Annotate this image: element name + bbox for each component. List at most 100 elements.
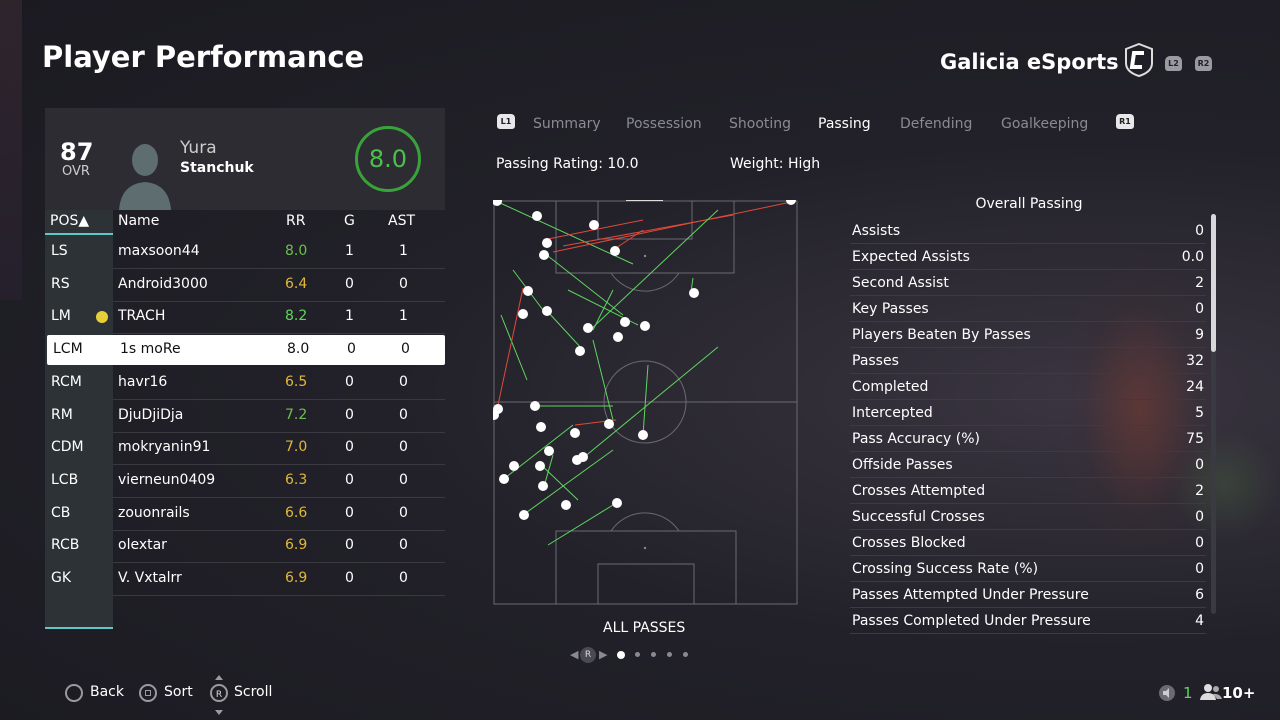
table-row[interactable]: LM TRACH 8.2 1 1 [45,302,445,335]
stat-value: 9 [1195,327,1204,343]
row-assists: 0 [399,537,408,554]
chevron-left-icon[interactable]: ◀ [570,648,579,661]
table-row[interactable]: GK V. Vxtalrr 6.9 0 0 [45,564,445,596]
player-ovr: 87 [60,138,94,166]
row-pos: RM [51,406,73,423]
row-divider [113,431,445,433]
tab-possession[interactable]: Possession [626,116,702,132]
player-first-name: Yura [180,138,217,158]
pass-node [542,238,552,248]
right-stick-icon[interactable]: R [209,675,229,715]
stats-scrollbar-thumb[interactable] [1211,214,1216,352]
tab-passing[interactable]: Passing [818,116,871,132]
stat-label: Completed [852,379,929,395]
r2-button-icon[interactable]: R2 [1195,56,1212,71]
tab-shooting[interactable]: Shooting [729,116,792,132]
tab-summary[interactable]: Summary [533,116,601,132]
header-pos[interactable]: POS▲ [50,213,90,229]
stat-label: Crosses Attempted [852,483,986,499]
scroll-label[interactable]: Scroll [234,684,273,700]
player-ovr-label: OVR [62,164,90,179]
stat-divider [850,347,1206,348]
table-row[interactable]: RS Android3000 6.4 0 0 [45,270,445,302]
tab-goalkeeping[interactable]: Goalkeeping [1001,116,1089,132]
row-goals: 1 [345,243,354,259]
pager-dot[interactable] [667,652,672,657]
table-row[interactable]: RM DjuDjiDja 7.2 0 0 [45,401,445,433]
row-divider [113,268,445,269]
pass-line [537,461,579,501]
chevron-right-icon[interactable]: ▶ [599,648,608,661]
stat-value: 6 [1195,587,1204,603]
table-row[interactable]: CDM mokryanin91 7.0 0 0 [45,433,445,466]
stat-label: Key Passes [852,301,929,317]
stat-label: Crossing Success Rate (%) [852,561,1039,577]
pass-node [519,510,529,520]
table-row[interactable]: RCB olextar 6.9 0 0 [45,531,445,564]
sort-label[interactable]: Sort [164,684,193,700]
stat-row: Completed 24 [850,374,1206,400]
background-green-glow [1170,430,1280,540]
bottom-penalty-box [555,530,737,605]
pager-dot[interactable] [635,652,640,657]
pass-map [493,200,798,605]
header-name[interactable]: Name [118,213,160,229]
table-row[interactable]: CB zouonrails 6.6 0 0 [45,499,445,531]
row-divider [113,300,445,302]
stat-value: 24 [1186,379,1204,395]
stat-row: Crossing Success Rate (%) 0 [850,556,1206,582]
bottom-goal-box [597,563,695,605]
pass-node [689,288,699,298]
tab-defending[interactable]: Defending [900,116,973,132]
row-divider [113,398,445,400]
row-assists: 0 [399,373,408,390]
pass-node [538,481,548,491]
square-button-icon[interactable] [139,684,157,702]
pass-node [536,422,546,432]
voice-count: 1 [1183,684,1193,702]
pass-node [535,461,545,471]
row-divider [113,333,445,335]
pass-node [610,246,620,256]
row-assists: 0 [401,341,410,358]
header-rr[interactable]: RR [286,213,306,229]
row-name: olextar [118,537,167,554]
stat-row: Key Passes 0 [850,296,1206,322]
row-assists: 0 [399,570,408,586]
row-pos: RS [51,275,70,292]
pass-line [547,255,624,316]
stat-divider [850,633,1206,634]
row-goals: 0 [345,537,354,554]
row-goals: 0 [345,439,354,456]
top-penalty-box [555,200,735,274]
l2-button-icon[interactable]: L2 [1165,56,1182,71]
pager-dot-active[interactable] [617,651,625,659]
r-stick-icon[interactable]: R [580,647,596,663]
pass-node [544,446,554,456]
stat-value: 0 [1195,223,1204,239]
back-label[interactable]: Back [90,684,124,700]
stat-value: 2 [1195,483,1204,499]
stat-label: Pass Accuracy (%) [852,431,981,447]
row-pos: RCM [51,373,82,390]
header-ast[interactable]: AST [388,213,416,229]
team-name: Galicia eSports [940,50,1119,74]
r1-button-icon[interactable]: R1 [1116,114,1134,129]
row-name: 1s moRe [120,341,181,358]
row-name: havr16 [118,373,168,390]
top-penalty-arc [610,272,680,292]
l1-button-icon[interactable]: L1 [497,114,515,129]
pager-dot[interactable] [683,652,688,657]
pass-node [578,452,588,462]
pager-dot[interactable] [651,652,656,657]
table-row[interactable]: LCM 1s moRe 8.0 0 0 [47,335,445,366]
row-goals: 1 [345,308,354,325]
table-row[interactable]: RCM havr16 6.5 0 0 [45,368,445,400]
table-row[interactable]: LCB vierneun0409 6.3 0 0 [45,466,445,498]
table-row[interactable]: LS maxsoon44 8.0 1 1 [45,237,445,269]
circle-button-icon[interactable] [65,684,83,702]
stats-scrollbar[interactable] [1211,214,1216,614]
stat-value: 32 [1186,353,1204,369]
header-g[interactable]: G [344,213,355,229]
stat-label: Successful Crosses [852,509,985,525]
